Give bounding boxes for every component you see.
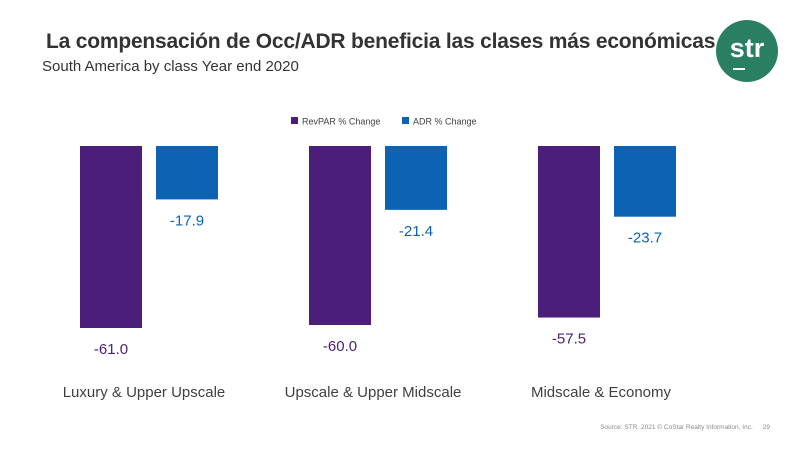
revpar-bar-1	[80, 146, 142, 328]
logo-text: str	[716, 33, 778, 70]
adr-bar-3	[614, 146, 676, 217]
footer: Source: STR. 2021 © CoStar Realty Inform…	[600, 424, 770, 431]
legend-label-2: ADR % Change	[413, 117, 477, 127]
adr-label-3: -23.7	[628, 230, 662, 247]
adr-label-1: -17.9	[170, 212, 204, 229]
legend-swatch-1	[291, 117, 298, 124]
page-number: 29	[762, 424, 770, 431]
category-label-1: Luxury & Upper Upscale	[63, 384, 226, 401]
legend-label-1: RevPAR % Change	[302, 117, 380, 127]
adr-bar-1	[156, 146, 218, 200]
legend-swatch-2	[402, 117, 409, 124]
revpar-label-1: -61.0	[94, 341, 128, 358]
str-logo: str	[716, 20, 778, 82]
adr-bar-2	[385, 146, 447, 210]
revpar-label-3: -57.5	[552, 331, 586, 348]
page-subtitle: South America by class Year end 2020	[42, 58, 299, 75]
revpar-label-2: -60.0	[323, 338, 357, 355]
source-note: Source: STR. 2021 © CoStar Realty Inform…	[600, 424, 753, 431]
revpar-bar-3	[538, 146, 600, 318]
category-label-2: Upscale & Upper Midscale	[285, 384, 462, 401]
revpar-bar-2	[309, 146, 371, 326]
category-label-3: Midscale & Economy	[531, 384, 672, 401]
page-title: La compensación de Occ/ADR beneficia las…	[46, 30, 716, 53]
adr-label-2: -21.4	[399, 223, 433, 240]
